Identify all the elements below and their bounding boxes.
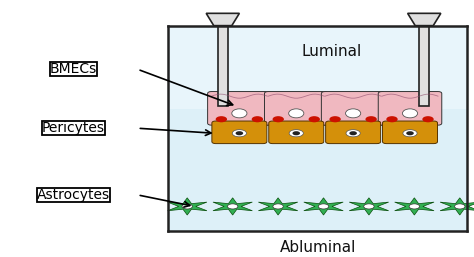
Polygon shape: [213, 198, 252, 215]
Text: BMECs: BMECs: [50, 62, 97, 76]
FancyBboxPatch shape: [212, 121, 267, 144]
Circle shape: [273, 116, 284, 122]
Text: Astrocytes: Astrocytes: [37, 188, 110, 202]
Text: Pericytes: Pericytes: [42, 121, 105, 135]
FancyBboxPatch shape: [321, 91, 385, 125]
FancyBboxPatch shape: [326, 121, 381, 144]
Polygon shape: [440, 198, 474, 215]
Ellipse shape: [318, 204, 328, 209]
Ellipse shape: [403, 130, 417, 137]
FancyBboxPatch shape: [383, 121, 438, 144]
FancyBboxPatch shape: [378, 91, 442, 125]
Text: Luminal: Luminal: [301, 44, 362, 59]
FancyBboxPatch shape: [208, 91, 271, 125]
Circle shape: [216, 116, 227, 122]
Ellipse shape: [273, 204, 283, 209]
Polygon shape: [408, 13, 441, 26]
Circle shape: [386, 116, 398, 122]
Bar: [218, 26, 228, 106]
Bar: [419, 26, 429, 106]
Circle shape: [422, 116, 434, 122]
Circle shape: [365, 116, 377, 122]
Ellipse shape: [232, 109, 247, 118]
Circle shape: [252, 116, 263, 122]
Ellipse shape: [182, 204, 192, 209]
Polygon shape: [167, 198, 207, 215]
Polygon shape: [206, 13, 239, 26]
Bar: [168, 26, 467, 231]
Circle shape: [309, 116, 320, 122]
Ellipse shape: [346, 109, 361, 118]
Ellipse shape: [402, 109, 418, 118]
Bar: [168, 26, 467, 109]
Polygon shape: [258, 198, 298, 215]
Circle shape: [236, 131, 243, 135]
Circle shape: [406, 131, 414, 135]
Circle shape: [292, 131, 300, 135]
Text: Abluminal: Abluminal: [279, 240, 356, 255]
Circle shape: [329, 116, 341, 122]
Circle shape: [349, 131, 357, 135]
Ellipse shape: [364, 204, 374, 209]
Polygon shape: [395, 198, 434, 215]
FancyBboxPatch shape: [264, 91, 328, 125]
Ellipse shape: [289, 130, 303, 137]
Ellipse shape: [346, 130, 360, 137]
Ellipse shape: [232, 130, 246, 137]
FancyBboxPatch shape: [269, 121, 324, 144]
Ellipse shape: [455, 204, 465, 209]
Ellipse shape: [409, 204, 419, 209]
Ellipse shape: [228, 204, 238, 209]
Ellipse shape: [289, 109, 304, 118]
Polygon shape: [349, 198, 389, 215]
Polygon shape: [304, 198, 343, 215]
